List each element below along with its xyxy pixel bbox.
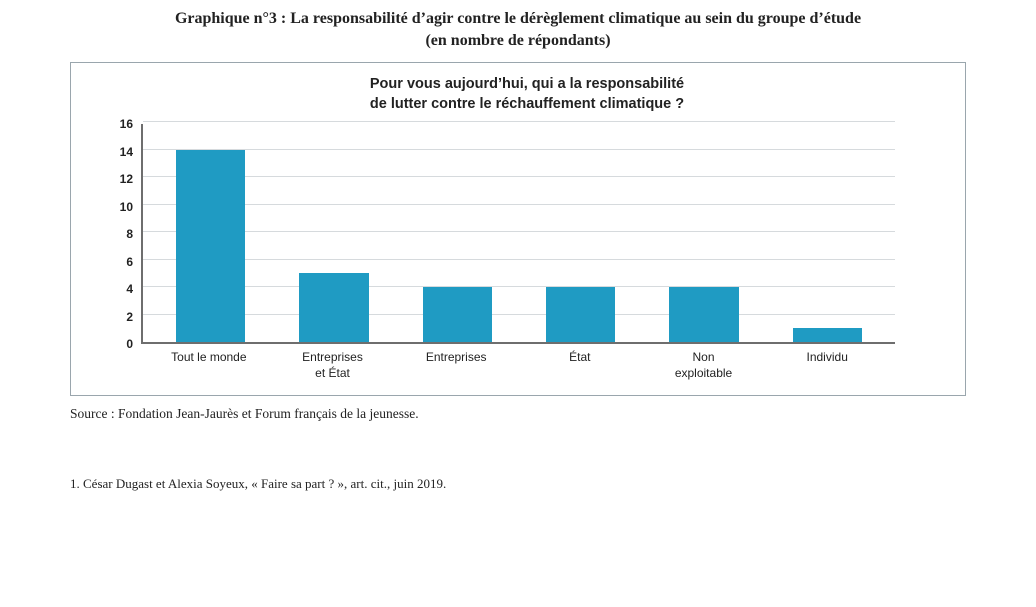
bar-slot [519, 124, 642, 342]
gridline [143, 121, 895, 122]
y-axis: 1614121086420 [109, 124, 141, 344]
plot-wrap: 1614121086420 [109, 124, 895, 344]
figure-caption-line2: (en nombre de répondants) [60, 32, 976, 50]
bar-slot [396, 124, 519, 342]
source-text: Source : Fondation Jean-Jaurès et Forum … [70, 406, 976, 422]
chart-title-line1: Pour vous aujourd’hui, qui a la responsa… [370, 76, 684, 92]
bar [299, 273, 368, 342]
x-tick-label: Entreprises [394, 350, 518, 381]
footnote-text: 1. César Dugast et Alexia Soyeux, « Fair… [70, 476, 976, 492]
chart-title: Pour vous aujourd’hui, qui a la responsa… [159, 75, 895, 114]
x-tick-label: Entreprises et État [271, 350, 395, 381]
x-tick-label: Individu [765, 350, 889, 381]
bars-container [143, 124, 895, 342]
x-tick-label: Non exploitable [642, 350, 766, 381]
chart-frame: Pour vous aujourd’hui, qui a la responsa… [70, 62, 966, 396]
bar-slot [642, 124, 765, 342]
figure-caption-line1: Graphique n°3 : La responsabilité d’agir… [60, 10, 976, 28]
bar-slot [149, 124, 272, 342]
bar [669, 287, 738, 342]
bar [423, 287, 492, 342]
bar-slot [766, 124, 889, 342]
plot-area [141, 124, 895, 344]
chart-title-line2: de lutter contre le réchauffement climat… [370, 96, 684, 112]
bar [546, 287, 615, 342]
x-tick-label: Tout le monde [147, 350, 271, 381]
x-axis-labels: Tout le mondeEntreprises et ÉtatEntrepri… [141, 344, 895, 381]
page-container: Graphique n°3 : La responsabilité d’agir… [0, 0, 1036, 492]
bar [793, 328, 862, 342]
bar-slot [272, 124, 395, 342]
x-tick-label: État [518, 350, 642, 381]
bar [176, 150, 245, 343]
